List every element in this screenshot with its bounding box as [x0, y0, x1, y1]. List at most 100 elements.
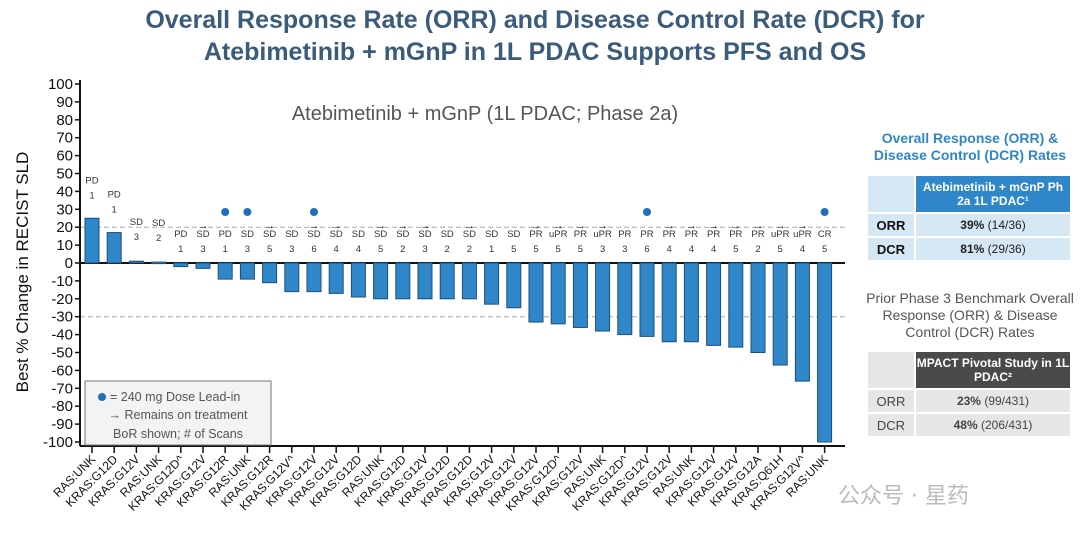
bar — [417, 262, 433, 300]
bar — [306, 262, 322, 293]
scan-count-label: 5 — [533, 244, 538, 255]
bar — [506, 262, 522, 309]
y-tick-label: -100 — [43, 434, 73, 451]
y-tick-label: -50 — [51, 345, 73, 362]
y-tick-label: 0 — [65, 255, 73, 272]
table-corner — [868, 176, 914, 212]
response-label: SD — [485, 229, 498, 240]
bar — [528, 262, 544, 323]
y-tick-label: 60 — [56, 148, 73, 165]
response-label: SD — [374, 229, 387, 240]
bar — [750, 262, 766, 353]
bar — [617, 262, 633, 336]
panel2-heading: Prior Phase 3 Benchmark Overall Response… — [866, 290, 1074, 340]
response-label: PR — [618, 229, 631, 240]
bar — [84, 217, 100, 264]
scan-count-label: 4 — [689, 244, 694, 255]
row-label: DCR — [868, 238, 914, 260]
bar — [461, 262, 477, 300]
scan-count-label: 5 — [778, 244, 783, 255]
scan-count-label: 4 — [356, 244, 361, 255]
response-label: SD — [507, 229, 520, 240]
table-row: DCR 81% (29/36) — [868, 238, 1070, 260]
response-label: PR — [529, 229, 542, 240]
response-label: SD — [196, 229, 209, 240]
column-header: Atebimetinib + mGnP Ph 2a 1L PDAC¹ — [916, 176, 1070, 212]
column-header: MPACT Pivotal Study in 1L PDAC² — [916, 352, 1070, 388]
remains-on-treatment-arrow-icon: → — [375, 220, 386, 232]
y-tick-label: -40 — [51, 327, 73, 344]
response-label: PR — [685, 229, 698, 240]
remains-on-treatment-arrow-icon: → — [575, 220, 586, 232]
y-tick-label: 90 — [56, 94, 73, 111]
response-label: uPR — [549, 229, 568, 240]
bar — [262, 262, 278, 284]
y-tick-label: 70 — [56, 130, 73, 147]
row-label: ORR — [868, 214, 914, 236]
bar — [328, 262, 344, 294]
scan-count-label: 5 — [822, 244, 827, 255]
y-tick-label: 10 — [56, 237, 73, 254]
panel1-heading: Overall Response (ORR) & Disease Control… — [873, 130, 1067, 163]
response-label: uPR — [771, 229, 790, 240]
dose-lead-in-dot-icon — [820, 208, 829, 216]
remains-on-treatment-arrow-icon: → — [531, 220, 542, 232]
scan-count-label: 1 — [489, 244, 494, 255]
bar — [683, 262, 699, 343]
scan-count-label: 2 — [400, 244, 405, 255]
remains-on-treatment-arrow-icon: → — [753, 220, 764, 232]
scan-count-label: 3 — [600, 244, 605, 255]
bar — [639, 262, 655, 337]
bar — [173, 262, 189, 268]
bar — [728, 262, 744, 348]
bar — [128, 260, 144, 264]
bar — [195, 262, 211, 269]
row-label: ORR — [868, 390, 914, 412]
remains-on-treatment-arrow-icon: → — [708, 220, 719, 232]
response-label: SD — [130, 217, 143, 228]
bar — [550, 262, 566, 325]
response-label: PD — [219, 229, 232, 240]
panel1-table: Atebimetinib + mGnP Ph 2a 1L PDAC¹ ORR 39… — [866, 174, 1072, 262]
y-tick-label: -70 — [51, 380, 73, 397]
response-label: PR — [574, 229, 587, 240]
bar — [395, 262, 411, 300]
table-row: ORR 39% (14/36) — [868, 214, 1070, 236]
title-line-2: Atebimetinib + mGnP in 1L PDAC Supports … — [203, 38, 867, 66]
scan-count-label: 1 — [223, 244, 228, 255]
y-tick-label: 20 — [56, 219, 73, 236]
y-tick-label: 40 — [56, 183, 73, 200]
scan-count-label: 3 — [245, 244, 250, 255]
waterfall-chart: Atebimetinib + mGnP (1L PDAC; Phase 2a) B… — [13, 76, 845, 514]
watermark: 公众号 · 星药 — [838, 484, 969, 509]
scan-count-label: 5 — [733, 244, 738, 255]
scan-count-label: 6 — [644, 244, 649, 255]
response-label: SD — [463, 229, 476, 240]
remains-on-treatment-arrow-icon: → — [730, 220, 741, 232]
scan-count-label: 5 — [378, 244, 383, 255]
row-value: 81% (29/36) — [916, 238, 1070, 260]
bar — [794, 262, 810, 382]
scan-count-label: 4 — [800, 244, 805, 255]
response-label: PD — [108, 190, 121, 201]
bar — [595, 262, 611, 332]
response-label: SD — [307, 229, 320, 240]
scan-count-label: 3 — [622, 244, 627, 255]
dose-lead-in-dot-icon — [310, 208, 318, 216]
response-label: PR — [640, 229, 653, 240]
response-label: SD — [285, 229, 298, 240]
response-label: SD — [396, 229, 409, 240]
response-label: PR — [663, 229, 676, 240]
remains-on-treatment-arrow-icon: → — [797, 220, 808, 232]
response-label: SD — [352, 229, 365, 240]
response-label: uPR — [793, 229, 812, 240]
response-label: PR — [729, 229, 742, 240]
remains-on-treatment-arrow-icon: → — [664, 220, 675, 232]
y-tick-label: 50 — [56, 166, 73, 183]
y-tick-label: -10 — [51, 273, 73, 290]
response-label: PR — [751, 229, 764, 240]
scan-count-label: 1 — [112, 205, 117, 216]
dose-lead-in-dot-icon — [243, 208, 252, 216]
response-label: SD — [418, 229, 431, 240]
remains-on-treatment-arrow-icon: → — [331, 220, 342, 232]
